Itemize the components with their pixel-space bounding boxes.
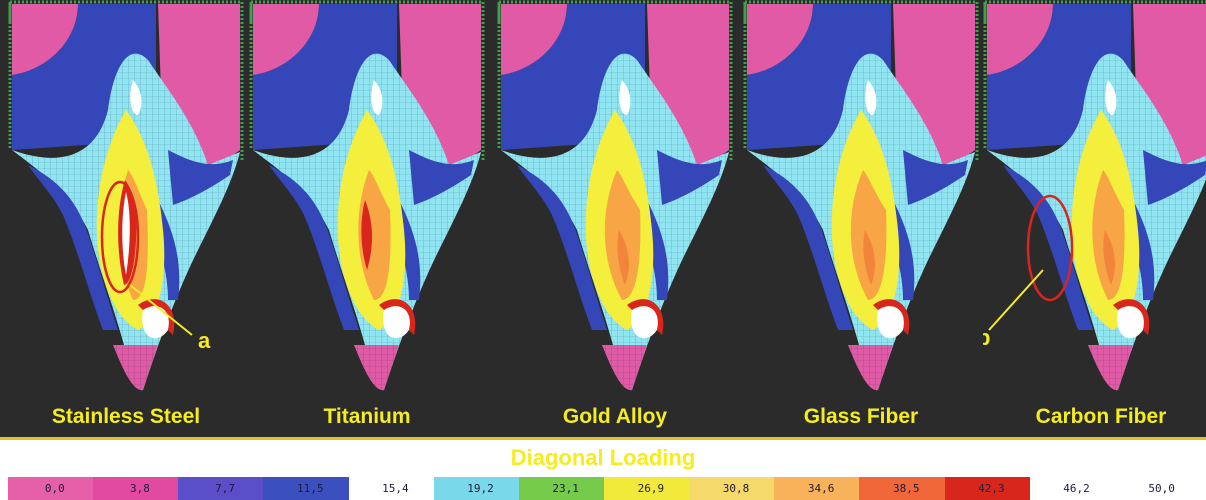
material-label: Gold Alloy bbox=[562, 405, 668, 428]
scale-color-segment bbox=[433, 477, 519, 500]
scale-tick-label: 3,8 bbox=[130, 482, 150, 495]
callout-label-a: a bbox=[198, 328, 211, 353]
scale-color-segment bbox=[1114, 477, 1200, 500]
material-label: Carbon Fiber bbox=[1035, 405, 1167, 428]
panel-gold-alloy bbox=[497, 0, 738, 395]
panel-carbon-fiber: b bbox=[977, 0, 1206, 395]
scale-tick-label: 46,2 bbox=[1063, 482, 1090, 495]
material-label: Glass Fiber bbox=[803, 405, 919, 428]
scale-color-segment bbox=[8, 477, 94, 500]
scale-tick-label: 7,7 bbox=[215, 482, 236, 495]
scale-color-segment bbox=[774, 477, 860, 500]
fea-stress-map bbox=[743, 0, 979, 391]
stress-color-scale: 0,0 3,8 7,7 11,5 15,4 19,2 23,1 26,9 30,8 34,6 38,… bbox=[0, 477, 1206, 500]
scale-color-segment bbox=[1029, 477, 1115, 500]
scale-color-segment bbox=[263, 477, 349, 500]
scale-tick-label: 23,1 bbox=[552, 482, 579, 495]
scale-color-segment bbox=[178, 477, 264, 500]
scale-color-segment bbox=[689, 477, 775, 500]
panel-glass-fiber bbox=[743, 0, 984, 395]
callout-label-b: b bbox=[983, 325, 990, 350]
loading-title: Diagonal Loading bbox=[510, 445, 696, 470]
fea-stress-map: b bbox=[977, 0, 1206, 391]
scale-tick-label: 26,9 bbox=[637, 482, 665, 495]
scale-color-segment bbox=[518, 477, 604, 500]
fea-stress-map bbox=[249, 0, 485, 391]
scale-color-segment bbox=[93, 477, 179, 500]
divider-line bbox=[0, 437, 1206, 440]
fea-stress-map bbox=[497, 0, 733, 391]
fea-stress-map: a bbox=[8, 0, 244, 391]
panel-stainless-steel: a bbox=[8, 0, 249, 395]
scale-color-segment bbox=[604, 477, 690, 500]
scale-tick-label: 30,8 bbox=[722, 482, 750, 495]
scale-tick-label: 11,5 bbox=[297, 482, 324, 495]
material-label: Titanium bbox=[323, 405, 411, 428]
scale-color-segment bbox=[944, 477, 1030, 500]
material-label: Stainless Steel bbox=[51, 405, 201, 428]
scale-color-segment bbox=[859, 477, 945, 500]
scale-color-segment bbox=[348, 477, 434, 500]
scale-tick-label: 42,3 bbox=[978, 482, 1005, 495]
scale-tick-label: 38,5 bbox=[893, 482, 920, 495]
scale-tick-label: 15,4 bbox=[382, 482, 409, 495]
panel-titanium bbox=[249, 0, 490, 395]
scale-tick-label: 19,2 bbox=[467, 482, 494, 495]
scale-tick-label: 0,0 bbox=[44, 482, 65, 495]
scale-tick-label: 50,0 bbox=[1148, 482, 1175, 495]
scale-tick-label: 34,6 bbox=[807, 482, 835, 495]
